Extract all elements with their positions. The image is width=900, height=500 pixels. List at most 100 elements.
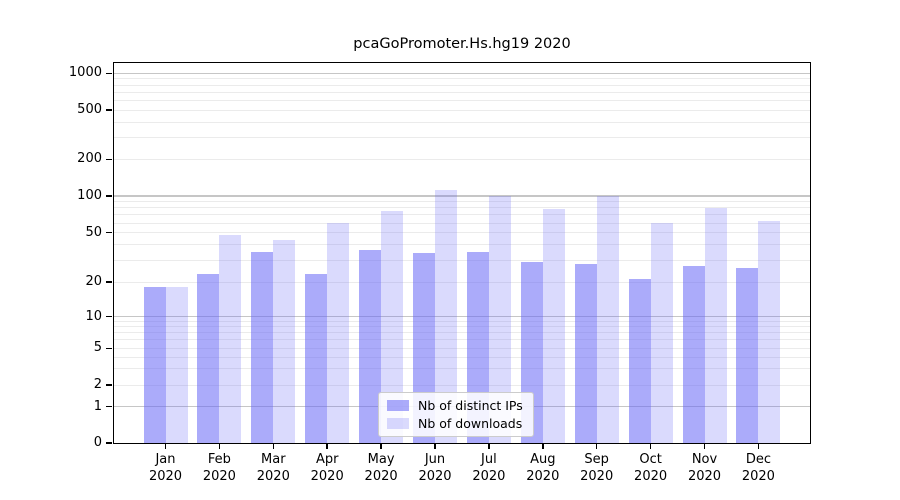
legend-item: Nb of distinct IPs <box>387 398 523 413</box>
x-tick-month: Jun <box>424 452 446 467</box>
grid-line-minor <box>114 78 810 80</box>
legend: Nb of distinct IPs Nb of downloads <box>378 392 534 437</box>
y-tick-mark <box>106 442 112 444</box>
chart-title: pcaGoPromoter.Hs.hg19 2020 <box>353 36 571 52</box>
y-tick-label: 2 <box>93 377 102 392</box>
x-tick-mark <box>434 443 436 449</box>
x-tick-mark <box>542 443 544 449</box>
grid-line-minor <box>114 259 810 261</box>
y-tick-label: 500 <box>77 102 102 117</box>
x-tick-year: 2020 <box>687 469 722 484</box>
y-tick-mark <box>106 405 112 408</box>
grid-line-minor <box>114 368 810 370</box>
y-tick-mark <box>106 72 112 75</box>
grid-line-minor <box>114 109 810 111</box>
x-tick-month: Oct <box>639 452 662 467</box>
y-tick-label: 1 <box>93 398 102 414</box>
x-tick-month: Apr <box>315 452 339 467</box>
x-tick-mark <box>703 443 706 449</box>
grid-line-minor <box>114 232 810 234</box>
y-tick-mark <box>106 315 112 318</box>
x-tick-year: 2020 <box>526 469 560 484</box>
y-tick-label: 0 <box>93 435 102 450</box>
bar-distinct-ips <box>143 287 166 443</box>
bar-downloads <box>219 234 242 443</box>
plot-area <box>114 63 810 443</box>
x-tick-label: Oct 2020 <box>619 451 683 485</box>
x-tick-label: Feb 2020 <box>187 451 251 485</box>
bar-distinct-ips <box>736 267 759 443</box>
y-tick-mark <box>106 347 112 350</box>
bar-distinct-ips <box>682 265 705 443</box>
grid-line-minor <box>114 347 810 349</box>
legend-swatch <box>387 400 409 411</box>
bar-downloads <box>381 211 404 443</box>
x-tick-mark <box>218 443 221 449</box>
grid-line-minor <box>114 84 810 86</box>
bar-distinct-ips <box>574 263 597 443</box>
grid-line-minor <box>114 332 810 334</box>
x-tick-mark <box>595 443 598 449</box>
bar-distinct-ips <box>628 279 651 443</box>
y-tick-mark <box>106 109 112 111</box>
x-tick-label: Jul 2020 <box>457 451 521 485</box>
grid-line-minor <box>114 222 810 224</box>
legend-label: Nb of distinct IPs <box>418 398 523 413</box>
bar-downloads <box>327 223 350 443</box>
x-tick-month: Mar <box>261 452 286 467</box>
x-tick-mark <box>380 443 382 449</box>
x-tick-label: May 2020 <box>349 451 413 485</box>
x-tick-year: 2020 <box>202 469 236 484</box>
x-tick-month: Aug <box>530 452 556 467</box>
bar-downloads <box>435 190 457 443</box>
x-tick-year: 2020 <box>364 469 398 484</box>
x-tick-label: Mar 2020 <box>241 451 305 485</box>
x-tick-month: Jul <box>481 452 497 467</box>
x-tick-label: Aug 2020 <box>511 451 575 485</box>
grid-line-major <box>114 195 810 197</box>
x-tick-year: 2020 <box>148 469 183 484</box>
grid-line-minor <box>114 339 810 341</box>
x-tick-mark <box>488 443 490 449</box>
grid-line-major <box>114 316 810 318</box>
grid-line-minor <box>114 201 810 203</box>
grid-line-minor <box>114 91 810 93</box>
x-tick-label: Sep 2020 <box>565 451 629 485</box>
bar-distinct-ips <box>197 274 220 443</box>
bar-distinct-ips <box>251 251 274 443</box>
grid-line-major <box>114 72 810 74</box>
grid-line-minor <box>114 158 810 160</box>
x-tick-month: May <box>367 452 395 467</box>
x-tick-mark <box>649 443 652 449</box>
x-tick-month: Jan <box>155 452 176 467</box>
grid-line-minor <box>114 321 810 322</box>
y-tick-mark <box>106 281 112 283</box>
grid-line-minor <box>114 326 810 328</box>
y-tick-label: 10 <box>85 308 102 324</box>
bar-downloads <box>542 209 565 443</box>
bar-downloads <box>488 196 511 443</box>
grid-line-minor <box>114 207 810 209</box>
y-tick-label: 100 <box>77 188 102 203</box>
x-tick-mark <box>326 443 328 449</box>
x-tick-label: Jun 2020 <box>403 451 467 485</box>
x-tick-year: 2020 <box>472 469 506 484</box>
x-tick-label: Dec 2020 <box>726 451 790 485</box>
y-tick-mark <box>106 231 112 234</box>
grid-line-minor <box>114 384 810 386</box>
x-tick-year: 2020 <box>310 469 344 484</box>
bar-downloads <box>650 223 673 443</box>
bar-distinct-ips <box>305 274 328 443</box>
grid-line-minor <box>114 244 810 246</box>
legend-swatch <box>387 418 409 429</box>
bar-downloads <box>596 196 619 443</box>
grid-line-minor <box>114 214 810 216</box>
bar-downloads <box>758 221 781 443</box>
x-tick-year: 2020 <box>418 469 452 484</box>
y-tick-mark <box>106 158 112 161</box>
bar-downloads <box>704 207 727 443</box>
x-tick-label: Jan 2020 <box>134 451 198 485</box>
x-tick-mark <box>272 443 275 449</box>
x-tick-month: Feb <box>207 452 231 467</box>
bar-downloads <box>165 287 188 443</box>
